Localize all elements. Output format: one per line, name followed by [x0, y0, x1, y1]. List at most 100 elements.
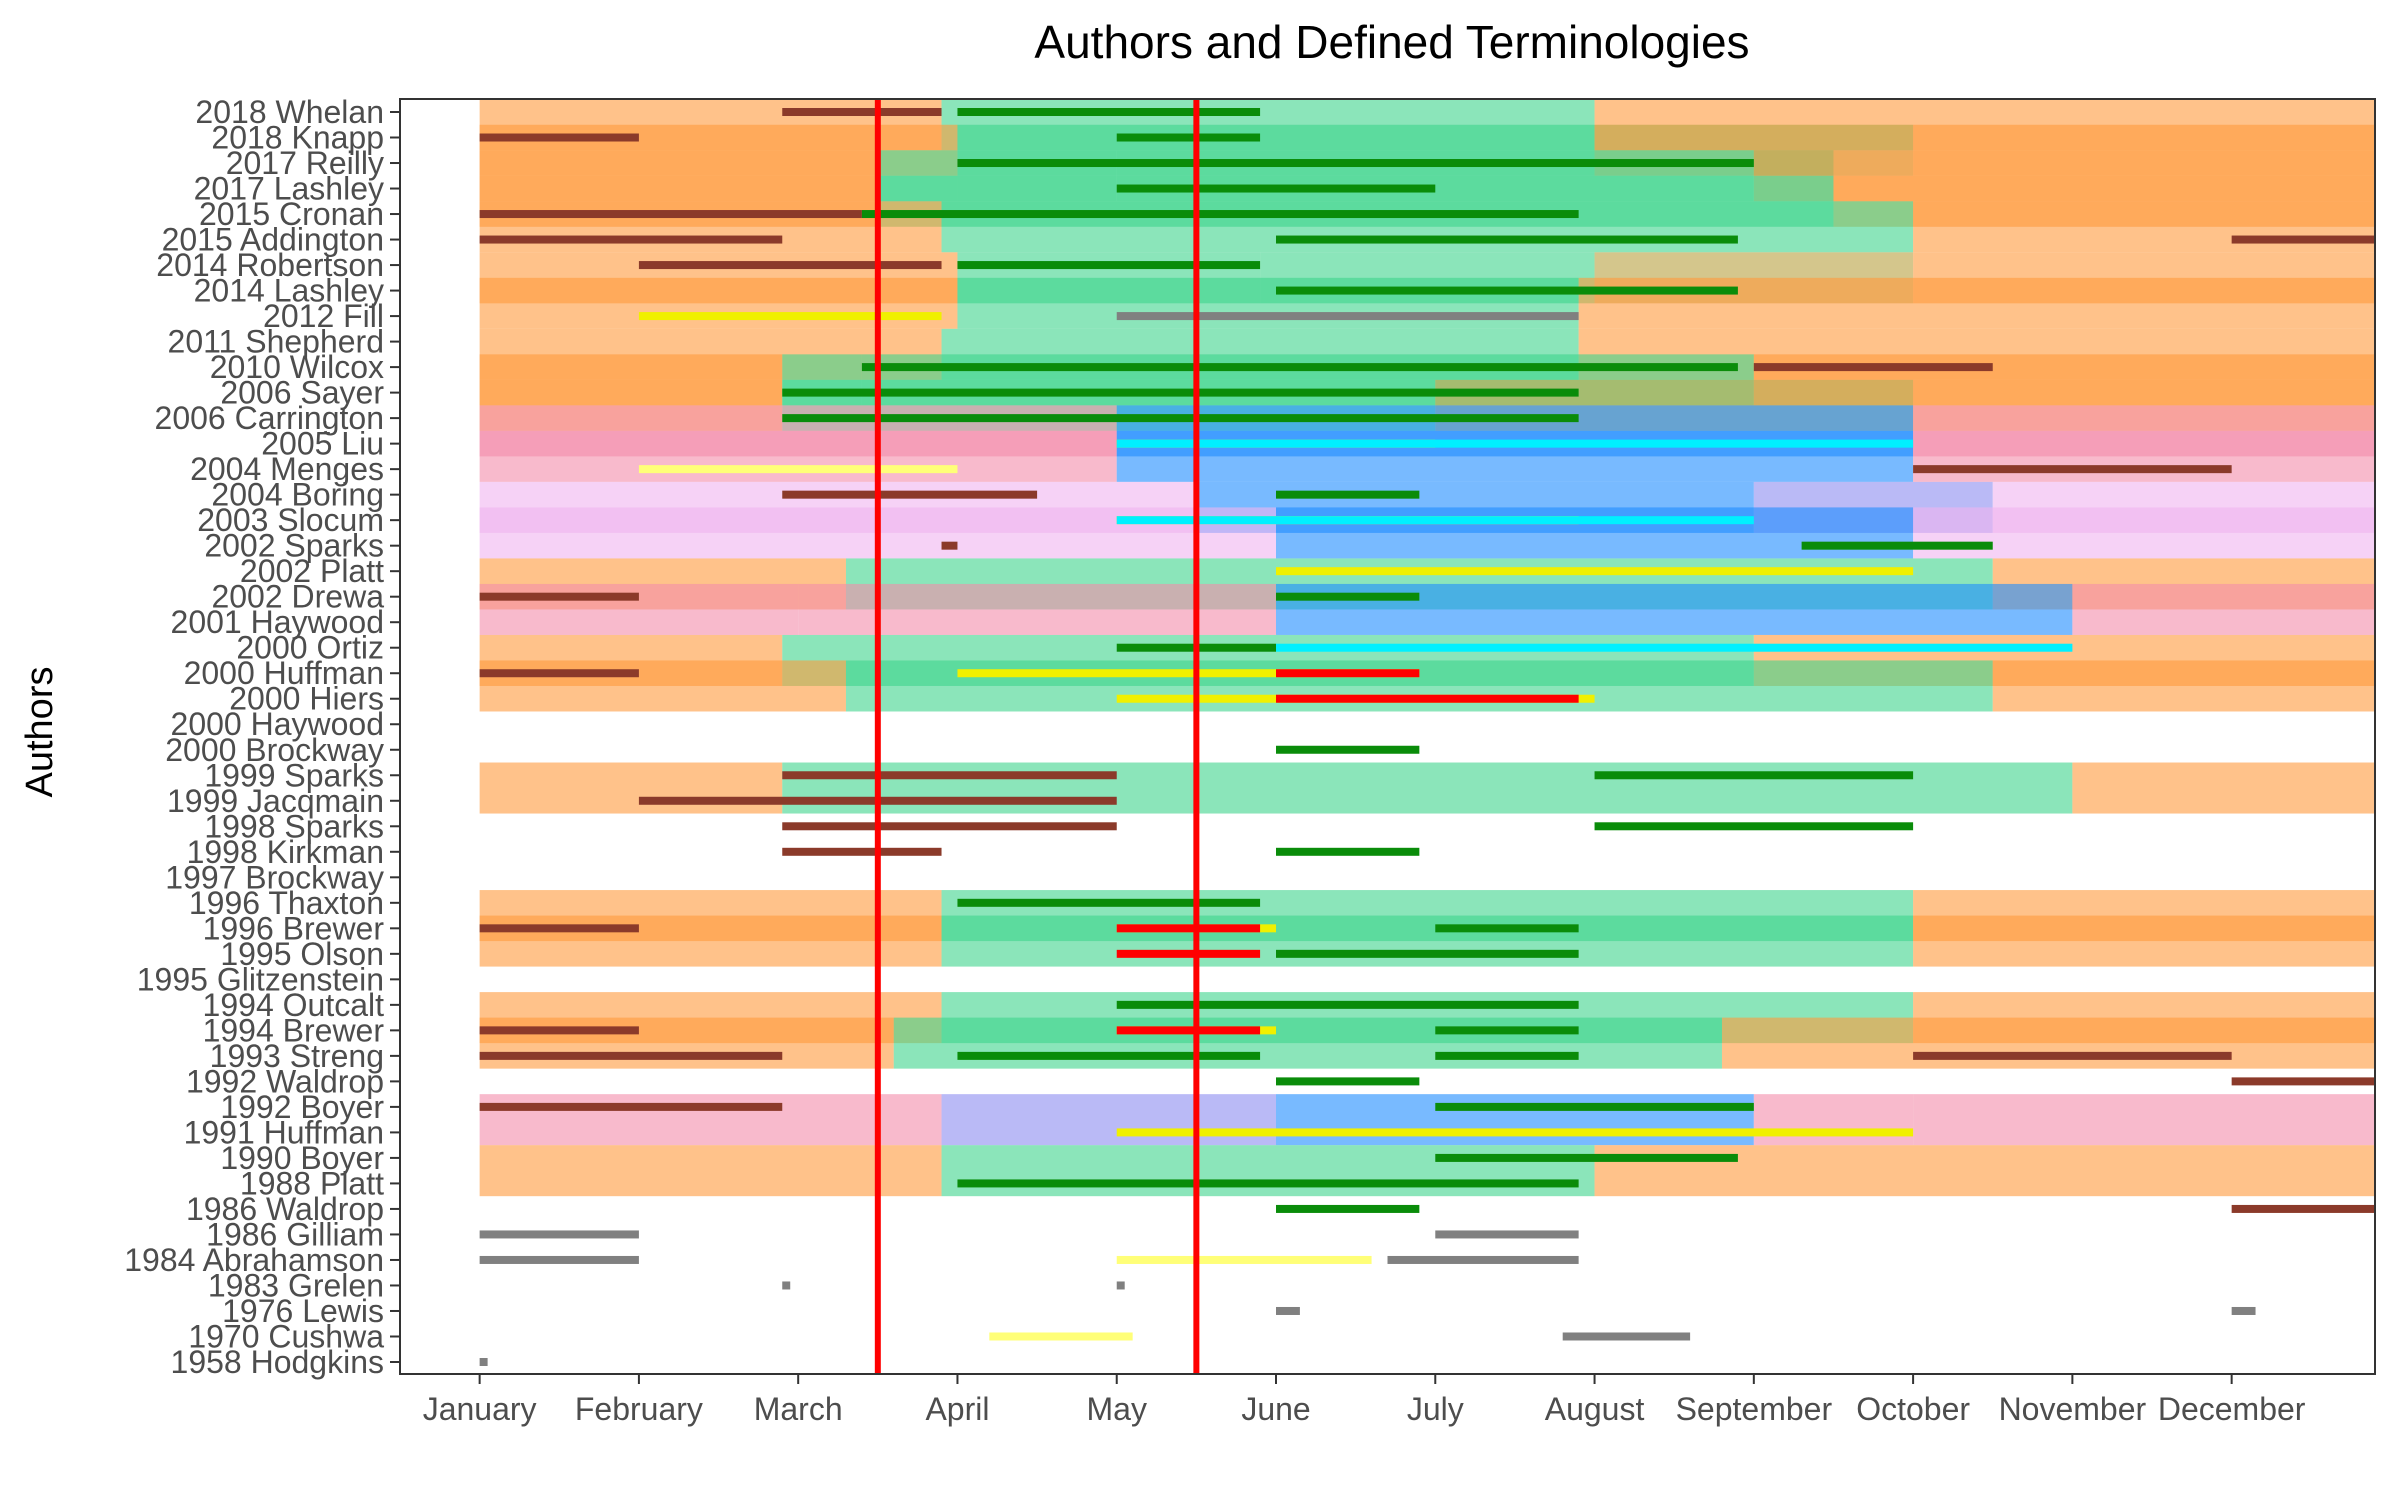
line-mark-17	[1753, 363, 1993, 372]
band-15-segment-0	[479, 583, 799, 635]
line-mark-19	[782, 414, 1579, 423]
y-tick-label-28: 1998 Sparks	[204, 808, 384, 844]
y-tick-label-47: 1976 Lewis	[222, 1293, 384, 1329]
line-mark-60	[479, 1051, 783, 1060]
y-tick-label-11: 2006 Sayer	[220, 375, 384, 411]
y-tick-label-40: 1991 Huffman	[184, 1114, 384, 1150]
line-mark-39	[1276, 694, 1579, 703]
y-tick-label-5: 2015 Addington	[162, 222, 384, 258]
y-tick-label-36: 1994 Brewer	[203, 1012, 385, 1048]
band-24-segment-0	[479, 1145, 942, 1197]
line-mark-76	[1116, 1255, 1372, 1264]
line-mark-83	[1562, 1332, 1691, 1341]
line-mark-62	[1435, 1051, 1579, 1060]
chart-title: Authors and Defined Terminologies	[1034, 16, 1749, 68]
line-mark-66	[479, 1102, 783, 1111]
line-mark-1	[957, 108, 1261, 116]
line-mark-40	[1276, 745, 1420, 754]
x-tick-label-2: March	[754, 1391, 843, 1427]
band-24-segment-1	[941, 1145, 1595, 1197]
y-tick-label-42: 1988 Platt	[240, 1165, 384, 1201]
y-tick-label-48: 1970 Cushwa	[188, 1318, 384, 1354]
x-tick-label-9: October	[1856, 1391, 1970, 1427]
band-20-segment-2	[1913, 915, 2375, 967]
line-mark-24	[782, 490, 1038, 499]
line-mark-3	[1116, 133, 1261, 142]
band-22-segment-2	[1721, 1017, 2375, 1069]
line-mark-65	[2231, 1077, 2375, 1086]
line-mark-34	[1276, 643, 2073, 652]
line-mark-8	[479, 235, 783, 244]
band-11-segment-2	[1913, 430, 2375, 482]
y-tick-label-30: 1997 Brockway	[165, 859, 384, 895]
x-tick-label-11: December	[2158, 1391, 2306, 1427]
y-tick-label-49: 1958 Hodgkins	[171, 1344, 384, 1380]
y-tick-label-41: 1990 Boyer	[220, 1140, 384, 1176]
y-tick-label-33: 1995 Olson	[220, 936, 384, 972]
band-23-segment-0	[479, 1094, 942, 1146]
y-tick-label-39: 1992 Boyer	[220, 1089, 384, 1125]
band-24-segment-2	[1594, 1145, 2375, 1197]
band-11-segment-1	[1116, 430, 1914, 482]
band-17-segment-1	[845, 660, 1993, 712]
line-mark-28	[941, 541, 958, 550]
line-mark-5	[1116, 184, 1436, 193]
line-mark-64	[1276, 1077, 1420, 1086]
line-mark-52	[1435, 924, 1579, 933]
band-15-segment-2	[1276, 583, 2073, 635]
y-tick-label-44: 1986 Gilliam	[206, 1216, 384, 1252]
line-mark-70	[957, 1179, 1579, 1188]
line-mark-80	[1276, 1306, 1300, 1315]
line-mark-14	[638, 312, 942, 321]
y-tick-label-18: 2002 Platt	[240, 553, 384, 589]
y-tick-label-45: 1984 Abrahamson	[124, 1242, 384, 1278]
band-4-segment-2	[1913, 201, 2375, 253]
line-mark-44	[782, 822, 1117, 831]
line-mark-21	[1116, 439, 1914, 448]
line-mark-41	[782, 771, 1117, 780]
y-tick-label-23: 2000 Hiers	[229, 681, 384, 717]
y-tick-label-17: 2002 Sparks	[204, 528, 384, 564]
line-mark-9	[1276, 235, 1738, 244]
y-tick-label-10: 2010 Wilcox	[210, 349, 384, 385]
band-13-segment-1	[1276, 507, 1914, 559]
y-tick-label-25: 2000 Brockway	[165, 732, 384, 768]
line-mark-58	[1116, 1026, 1261, 1035]
line-mark-4	[957, 159, 1754, 168]
band-18-segment-0	[479, 762, 783, 814]
y-tick-label-38: 1992 Waldrop	[186, 1063, 384, 1099]
line-mark-25	[1276, 490, 1420, 499]
x-tick-label-4: May	[1087, 1391, 1147, 1427]
y-tick-label-29: 1998 Kirkman	[187, 834, 384, 870]
line-mark-71	[1276, 1204, 1420, 1213]
y-tick-label-46: 1983 Grelen	[208, 1267, 384, 1303]
line-mark-84	[479, 1358, 488, 1366]
band-20-segment-1	[941, 915, 1914, 967]
y-tick-label-22: 2000 Huffman	[184, 655, 384, 691]
band-6-segment-0	[479, 277, 958, 329]
line-mark-67	[1435, 1102, 1754, 1111]
line-mark-68	[1116, 1128, 1914, 1137]
y-tick-label-31: 1996 Thaxton	[189, 885, 384, 921]
band-15-segment-1	[798, 583, 1277, 635]
y-tick-label-21: 2000 Ortiz	[236, 630, 384, 666]
band-11-segment-0	[479, 430, 1117, 482]
line-mark-49	[479, 924, 639, 933]
y-tick-label-19: 2002 Drewa	[211, 579, 384, 615]
line-mark-48	[957, 898, 1261, 907]
line-mark-15	[1116, 312, 1579, 321]
line-mark-47	[1276, 847, 1420, 856]
reference-line-layer	[874, 99, 1200, 1374]
y-tick-label-16: 2003 Slocum	[197, 502, 384, 538]
y-tick-label-20: 2001 Haywood	[171, 604, 384, 640]
x-tick-label-1: February	[575, 1391, 703, 1427]
y-tick-label-8: 2012 Fill	[263, 298, 384, 334]
line-mark-18	[782, 388, 1579, 397]
y-tick-label-7: 2014 Lashley	[194, 273, 384, 309]
band-18-segment-2	[2072, 762, 2375, 814]
line-mark-10	[2231, 235, 2375, 244]
y-tick-label-13: 2005 Liu	[261, 426, 384, 462]
line-mark-0	[782, 108, 942, 116]
